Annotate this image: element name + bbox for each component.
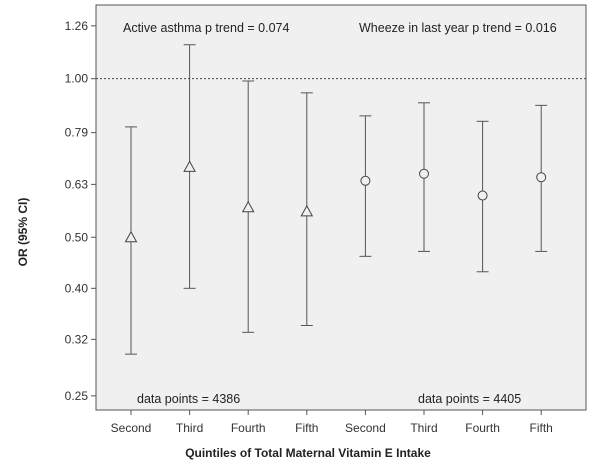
plot-background [95, 4, 587, 411]
x-axis-title: Quintiles of Total Maternal Vitamin E In… [185, 446, 431, 460]
chart-marks [124, 44, 548, 355]
x-tick-label: Fifth [295, 421, 318, 435]
y-tick-label: 1.00 [65, 72, 89, 86]
circle-marker [536, 172, 547, 183]
y-tick-label: 0.40 [65, 281, 89, 295]
circle-marker [477, 190, 488, 201]
data-point [359, 115, 372, 257]
x-tick-label: Fourth [231, 421, 266, 435]
y-tick-label: 0.32 [65, 332, 89, 346]
y-tick-label: 1.26 [65, 19, 89, 33]
triangle-marker [124, 230, 138, 243]
data-point [418, 102, 430, 252]
data-point [241, 80, 255, 333]
x-tick-label: Third [410, 421, 437, 435]
triangle-marker [241, 200, 255, 213]
x-tick-label: Second [345, 421, 386, 435]
data-point [300, 92, 314, 326]
y-axis: 1.26 1.00 0.79 0.63 0.50 0.40 0.32 0.25 [65, 19, 96, 403]
circle-marker [360, 175, 371, 186]
x-tick-label: Fourth [465, 421, 500, 435]
data-points-label-wheeze: data points = 4405 [418, 392, 521, 406]
y-tick-label: 0.79 [65, 126, 89, 140]
y-tick-label: 0.50 [65, 230, 89, 244]
data-points-label-asthma: data points = 4386 [137, 392, 240, 406]
x-axis: Second Third Fourth Fifth Second Third Fourth F… [111, 410, 553, 435]
triangle-marker [183, 160, 196, 172]
data-point [124, 126, 138, 355]
x-tick-label: Third [176, 421, 203, 435]
data-point [183, 44, 196, 289]
y-axis-title: OR (95% CI) [16, 198, 30, 267]
annotation-wheeze: Wheeze in last year p trend = 0.016 [359, 21, 557, 35]
triangle-marker [300, 204, 314, 217]
y-tick-label: 0.25 [65, 389, 89, 403]
data-point [476, 120, 489, 273]
x-tick-label: Second [111, 421, 152, 435]
circle-marker [419, 168, 429, 179]
y-tick-label: 0.63 [65, 177, 89, 191]
annotation-active-asthma: Active asthma p trend = 0.074 [123, 21, 289, 35]
x-tick-label: Fifth [530, 421, 553, 435]
data-point [535, 104, 548, 252]
